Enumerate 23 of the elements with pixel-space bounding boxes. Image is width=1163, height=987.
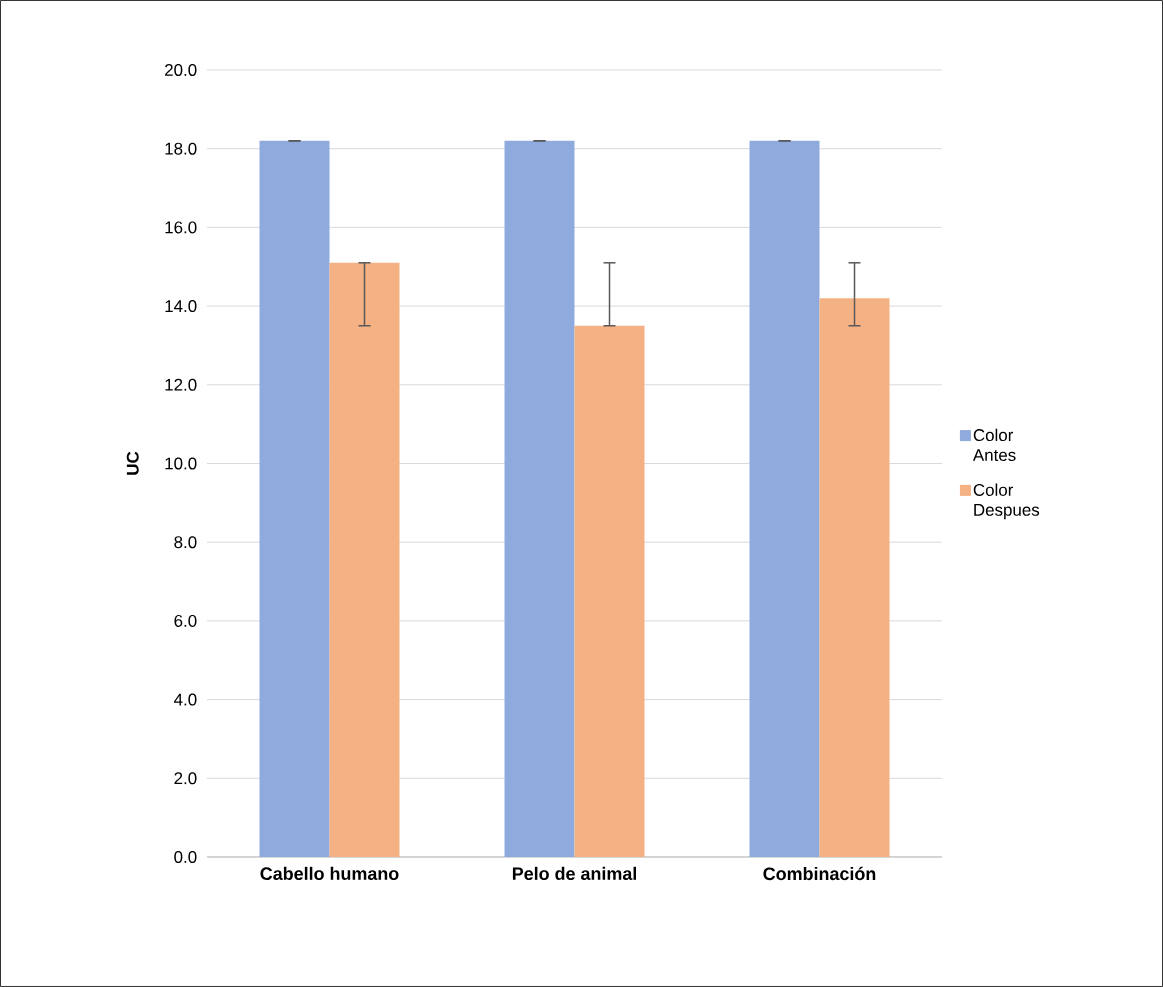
bar: [749, 140, 820, 857]
y-tick-label: 18.0: [165, 142, 197, 155]
y-tick-label: 6.0: [174, 614, 197, 627]
y-tick-label: 20.0: [165, 63, 197, 76]
x-tick-label: Combinación: [763, 866, 876, 881]
y-tick-label: 2.0: [174, 772, 197, 785]
y-tick-label: 0.0: [174, 850, 197, 863]
y-tick-label: 16.0: [165, 221, 197, 234]
y-tick-label: 12.0: [165, 378, 197, 391]
legend-label: Color Antes: [972, 428, 1016, 462]
bar: [504, 140, 575, 857]
y-tick-label: 4.0: [174, 693, 197, 706]
y-axis-title: UC: [126, 451, 139, 475]
bar: [329, 262, 400, 857]
y-tick-label: 14.0: [165, 300, 197, 313]
bar: [259, 140, 330, 857]
legend-label: Color Despues: [973, 483, 1040, 520]
x-tick-label: Cabello humano: [260, 866, 399, 880]
y-tick-label: 8.0: [174, 536, 197, 549]
y-tick-label: 10.0: [165, 457, 197, 470]
x-tick-label: Pelo de animal: [512, 866, 637, 880]
bar: [574, 325, 645, 857]
bar: [819, 298, 890, 857]
